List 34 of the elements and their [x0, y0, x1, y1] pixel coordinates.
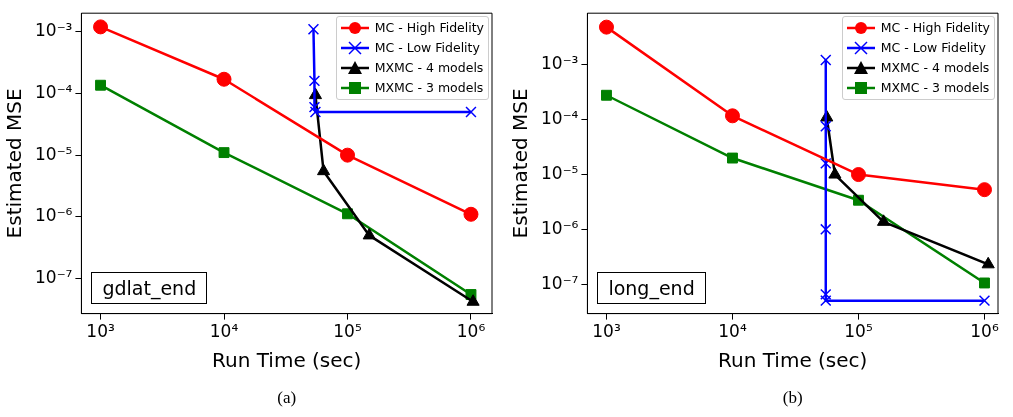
y-tick-label: 10⁻⁵	[541, 162, 579, 183]
y-tick-label: 10⁻⁷	[35, 266, 73, 287]
x-tick-label: 10⁴	[209, 321, 239, 342]
legend-label: MXMC - 4 models	[880, 59, 990, 78]
legend-label: MC - Low Fidelity	[374, 39, 480, 58]
y-tick-label: 10⁻³	[541, 53, 579, 74]
y-tick-label: 10⁻⁵	[35, 143, 73, 164]
y-tick-label: 10⁻³	[35, 20, 73, 41]
annotation: long_end	[597, 271, 706, 304]
y-tick-label: 10⁻⁴	[35, 81, 73, 102]
x-tick-label: 10³	[86, 321, 115, 342]
x-tick-label: 10⁵	[333, 321, 362, 342]
legend-label: MXMC - 3 models	[880, 79, 990, 98]
legend-label: MC - High Fidelity	[880, 19, 990, 38]
x-tick-label: 10⁶	[970, 321, 999, 342]
y-tick-label: 10⁻⁶	[35, 205, 73, 226]
annotation: gdlat_end	[91, 271, 208, 304]
x-tick-label: 10⁵	[844, 321, 873, 342]
x-tick-label: 10³	[592, 321, 621, 342]
y-tick-label: 10⁻⁶	[541, 217, 579, 238]
y-tick-label: 10⁻⁴	[541, 108, 579, 129]
x-axis-title: Run Time (sec)	[718, 348, 868, 373]
legend-label: MXMC - 3 models	[374, 79, 484, 98]
x-axis-title: Run Time (sec)	[212, 348, 362, 373]
text: (b)	[781, 388, 804, 408]
y-axis-title: Estimated MSE	[2, 88, 27, 239]
x-tick-label: 10⁴	[718, 321, 747, 342]
legend-label: MXMC - 4 models	[374, 59, 484, 78]
x-tick-label: 10⁶	[456, 321, 486, 342]
legend-label: MC - Low Fidelity	[880, 39, 986, 58]
legend-label: MC - High Fidelity	[374, 19, 484, 38]
y-axis-title: Estimated MSE	[508, 88, 533, 239]
y-tick-label: 10⁻⁷	[541, 272, 579, 293]
text: (a)	[276, 388, 298, 408]
